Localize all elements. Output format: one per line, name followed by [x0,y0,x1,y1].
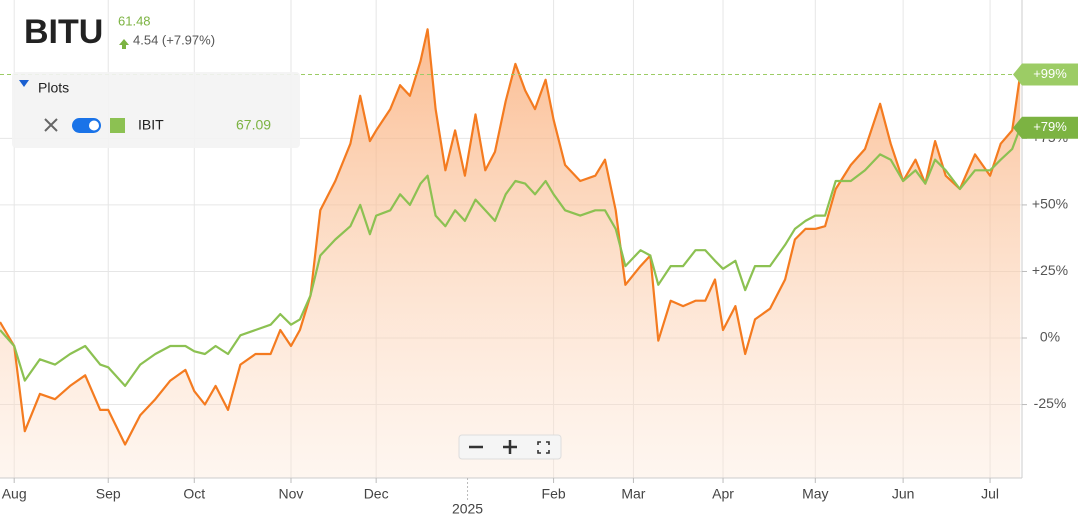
legend-label: IBIT [138,117,164,133]
x-tick-label: Sep [96,486,121,502]
x-tick-label: Apr [712,486,734,502]
remove-icon[interactable] [44,118,58,132]
value-badge-label: +79% [1033,119,1067,134]
zoom-in[interactable] [503,440,517,454]
y-tick-label: +50% [1032,196,1068,212]
value-badge [1013,63,1078,86]
y-tick-label: +25% [1032,262,1068,278]
x-tick-label: Dec [364,486,389,502]
value-badge [1013,116,1078,139]
plot [0,28,1022,479]
ticks: +75%+50%+25%0%-25%AugSepOctNovDec2025Feb… [2,63,1078,517]
y-tick-label: -25% [1034,395,1067,411]
x-tick-label: Feb [542,486,566,502]
x-tick-label: Oct [183,486,205,502]
collapse-icon[interactable] [19,80,29,87]
x-tick-label: Nov [279,486,304,502]
legend-title: Plots [38,80,69,96]
area [0,29,1021,479]
x-tick-label: Jun [892,486,915,502]
legend-value: 67.09 [236,117,271,133]
change: 4.54 (+7.97%) [133,32,215,47]
up-arrow [119,39,129,49]
y-tick-label: 0% [1040,329,1060,345]
line [0,127,1022,387]
zoom-controls [458,434,562,460]
x-tick-label: Jul [981,486,999,502]
value-badge-label: +99% [1033,66,1067,81]
x-tick-label: 2025 [452,501,483,515]
x-tick-label: Mar [621,486,645,502]
price: 61.48 [118,13,151,28]
x-tick-label: Aug [2,486,27,502]
legend-swatch [110,118,125,133]
symbol: BITU [24,13,103,51]
toggle-knob [89,120,99,131]
fullscreen[interactable] [537,441,550,454]
x-tick-label: May [802,486,828,502]
